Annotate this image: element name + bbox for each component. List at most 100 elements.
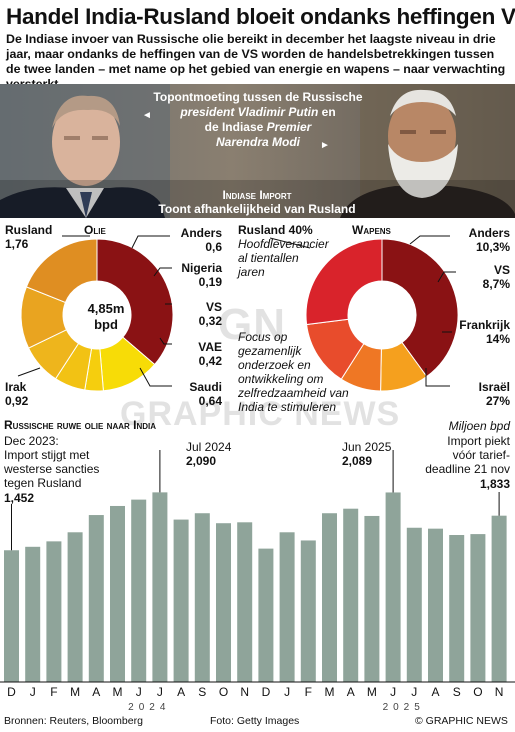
oil-value-vae: 0,42 — [198, 354, 222, 368]
bar-13 — [279, 532, 295, 682]
oil-leader-vae — [159, 337, 172, 345]
month-label: A — [431, 685, 439, 699]
bar-21 — [449, 535, 465, 682]
bar-10 — [216, 523, 231, 682]
annotation-jul-value: 2,090 — [186, 454, 217, 468]
photo-banner — [0, 84, 515, 218]
page-title: Handel India-Rusland bloeit ondanks heff… — [6, 4, 515, 29]
weapons-label-israel: Israël — [478, 380, 510, 394]
bar-8 — [173, 519, 189, 682]
month-label: S — [198, 685, 206, 699]
weapons-label-vs: VS — [493, 263, 510, 277]
annotation-nov-line2: vóór tarief- — [452, 448, 510, 462]
oil-center-value: 4,85m — [87, 301, 125, 316]
right-figure-beard — [388, 144, 458, 198]
weapons-leader-vs — [437, 271, 456, 283]
oil-title: Olie — [84, 223, 106, 237]
year-label-2025: 2025 — [383, 702, 425, 712]
weapons-value-vs: 8,7% — [482, 277, 510, 291]
weapons-value-anders: 10,3% — [475, 240, 510, 254]
weapons-focus-line6: India te stimuleren — [238, 400, 337, 414]
month-label: J — [411, 685, 417, 699]
year-label-2024: 2024 — [128, 702, 170, 712]
oil-leader-irak — [17, 367, 41, 377]
photo-caption: Topontmoeting tussen de Russische presid… — [153, 90, 363, 149]
weapons-value-frankrijk: 14% — [485, 332, 510, 346]
arrow-left-icon: ◄ — [142, 110, 152, 121]
weapons-note-line2: al tientallen — [238, 251, 299, 265]
weapons-note-line1: Hoofdleverancier — [238, 237, 329, 251]
annotation-nov-value: 1,833 — [479, 477, 510, 491]
oil-leader-nigeria — [153, 267, 172, 277]
month-label: A — [92, 685, 100, 699]
oil-value-vs: 0,32 — [198, 314, 222, 328]
month-label: M — [113, 685, 123, 699]
footer-photo-credit: Foto: Getty Images — [210, 715, 300, 727]
oil-value-nigeria: 0,19 — [198, 275, 222, 289]
weapons-value-israel: 27% — [485, 394, 510, 408]
month-label: J — [30, 685, 36, 699]
annotation-nov-line3: deadline 21 nov — [425, 462, 510, 476]
bar-11 — [237, 522, 253, 682]
month-label: A — [177, 685, 185, 699]
weapons-slice-israel — [305, 238, 383, 326]
page-subtitle: De Indiase invoer van Russische olie ber… — [6, 32, 506, 91]
annotation-nov-line1: Import piekt — [447, 434, 510, 448]
weapons-label-anders: Anders — [468, 226, 510, 240]
bar-17 — [364, 515, 380, 682]
month-label: N — [240, 685, 249, 699]
watermark-logo: GN — [218, 300, 286, 349]
import-header: Indiase Import Toont afhankelijkheid van… — [158, 188, 356, 216]
oil-value-rusland: 1,76 — [5, 237, 29, 251]
oil-label-vae: VAE — [198, 340, 222, 354]
weapons-focus-line5: zelfredzaamheid van — [238, 386, 349, 400]
right-figure-jacket — [340, 186, 515, 218]
month-label: S — [453, 685, 461, 699]
month-label: J — [284, 685, 290, 699]
bar-12 — [258, 548, 274, 682]
month-label: F — [305, 685, 312, 699]
bar-0 — [4, 550, 19, 682]
watermark-text: GRAPHIC NEWS — [120, 395, 401, 433]
month-label: J — [390, 685, 396, 699]
annotation-dec-line2: Import stijgt met — [4, 448, 90, 462]
month-label: M — [70, 685, 80, 699]
annotation-dec-line1: Dec 2023: — [4, 434, 59, 448]
bar-20 — [428, 528, 443, 682]
bar-22 — [470, 534, 486, 682]
weapons-slice-rusland — [381, 238, 459, 378]
bar-1 — [25, 546, 41, 682]
oil-label-anders: Anders — [180, 226, 222, 240]
bar-19 — [406, 527, 422, 682]
oil-label-rusland: Rusland — [5, 223, 53, 237]
weapons-donut-chart — [270, 235, 459, 392]
oil-label-irak: Irak — [5, 380, 27, 394]
month-label: D — [7, 685, 16, 699]
oil-leader-saudi — [139, 367, 172, 387]
oil-value-anders: 0,6 — [205, 240, 222, 254]
weapons-focus-line1: Focus op — [238, 330, 288, 344]
bar-23 — [491, 515, 507, 682]
leaders-photo — [0, 84, 515, 218]
annotation-dec-value: 1,452 — [4, 491, 35, 505]
weapons-focus-line3: onderzoek en — [238, 358, 311, 372]
crude-title: Russische ruwe olie naar India — [4, 418, 157, 432]
oil-center-unit: bpd — [94, 317, 118, 332]
oil-label-nigeria: Nigeria — [181, 261, 222, 275]
footer-copyright: © GRAPHIC NEWS — [415, 715, 508, 727]
oil-label-saudi: Saudi — [189, 380, 222, 394]
weapons-leader-rusland — [270, 237, 311, 249]
bar-2 — [46, 541, 62, 682]
bar-5 — [110, 505, 125, 682]
annotation-jun-label: Jun 2025 — [342, 440, 392, 454]
month-label: J — [136, 685, 142, 699]
footer-sources: Bronnen: Reuters, Bloomberg — [4, 715, 143, 727]
month-label: F — [50, 685, 57, 699]
right-figure-face — [388, 94, 456, 178]
weapons-title: Wapens — [352, 223, 391, 237]
weapons-leader-israel — [425, 368, 450, 387]
oil-value-irak: 0,92 — [5, 394, 29, 408]
annotation-dec-line4: tegen Rusland — [4, 476, 82, 490]
month-label: J — [157, 685, 163, 699]
